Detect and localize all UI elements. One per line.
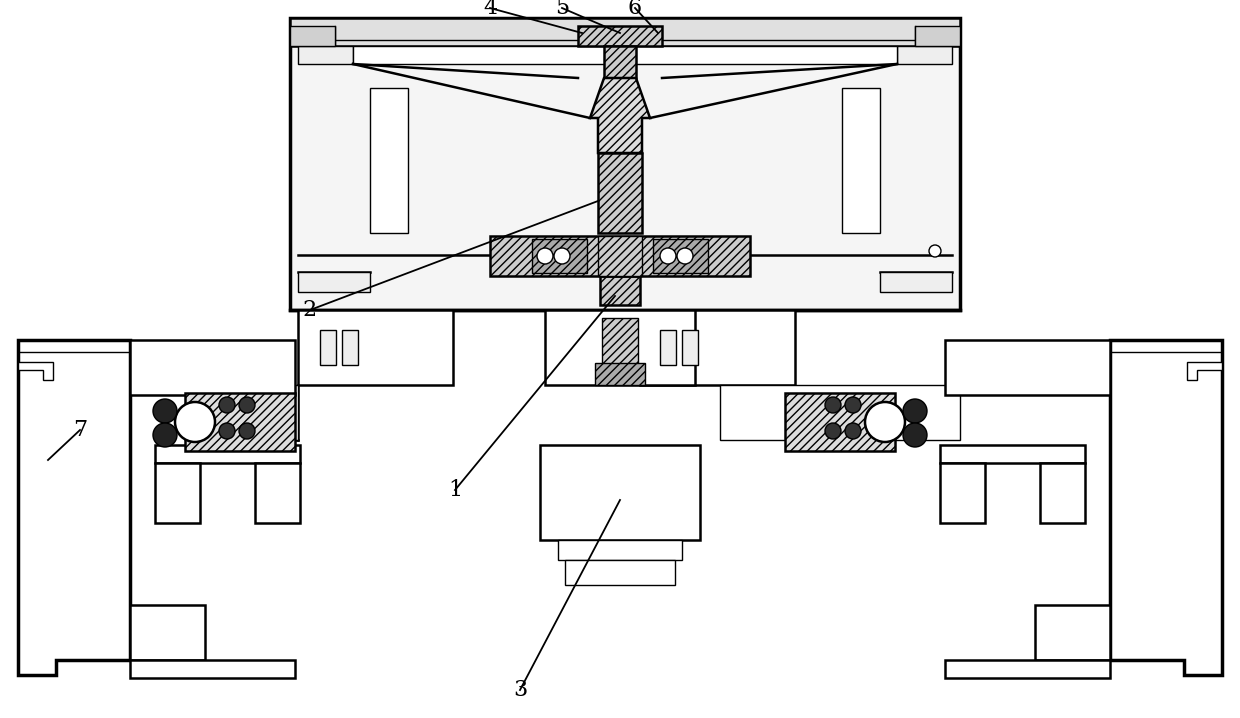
Bar [255, 463, 300, 523]
Bar [660, 330, 676, 365]
Bar [290, 385, 298, 440]
Bar [290, 26, 335, 46]
Circle shape [825, 397, 841, 413]
Bar [490, 236, 750, 276]
Bar [1040, 463, 1085, 523]
Text: 2: 2 [303, 299, 317, 321]
Bar [945, 340, 1110, 395]
Polygon shape [19, 340, 130, 675]
Bar [185, 393, 295, 451]
Bar [720, 385, 960, 440]
Bar [565, 560, 675, 585]
Bar [130, 660, 295, 678]
Circle shape [153, 399, 177, 423]
Circle shape [903, 399, 928, 423]
Bar [598, 236, 642, 276]
Text: 6: 6 [627, 0, 642, 19]
Circle shape [175, 402, 215, 442]
Bar [370, 88, 408, 233]
Bar [298, 310, 453, 385]
Text: 3: 3 [513, 679, 527, 701]
Bar [298, 46, 353, 64]
Bar [532, 239, 587, 273]
Circle shape [903, 423, 928, 447]
Bar [653, 239, 708, 273]
Bar [155, 463, 200, 523]
Polygon shape [590, 78, 650, 153]
Bar [682, 330, 698, 365]
Text: 4: 4 [482, 0, 497, 19]
Circle shape [844, 397, 861, 413]
Circle shape [219, 397, 236, 413]
Bar [785, 393, 895, 451]
Bar [320, 330, 336, 365]
Circle shape [825, 423, 841, 439]
Circle shape [153, 423, 177, 447]
Bar [598, 153, 642, 233]
Bar [640, 310, 795, 385]
Bar [290, 18, 960, 46]
Text: 1: 1 [448, 479, 463, 501]
Bar [595, 363, 645, 385]
Circle shape [219, 423, 236, 439]
Bar [940, 445, 1085, 463]
Bar [298, 272, 370, 292]
Bar [880, 272, 952, 292]
Bar [897, 46, 952, 64]
Bar [600, 276, 640, 305]
Circle shape [844, 423, 861, 439]
Bar [342, 330, 358, 365]
Polygon shape [1110, 340, 1221, 675]
Circle shape [554, 248, 570, 264]
Bar [915, 26, 960, 46]
Circle shape [239, 423, 255, 439]
Bar [578, 26, 662, 46]
Bar [130, 340, 295, 395]
Bar [601, 318, 639, 375]
Circle shape [677, 248, 693, 264]
Bar [604, 46, 636, 78]
Circle shape [239, 397, 255, 413]
Circle shape [866, 402, 905, 442]
Text: 5: 5 [556, 0, 569, 19]
Bar [546, 310, 694, 385]
Text: 7: 7 [73, 419, 87, 441]
Bar [558, 540, 682, 560]
Polygon shape [353, 46, 897, 64]
Bar [945, 660, 1110, 678]
Bar [290, 18, 960, 310]
Polygon shape [19, 362, 53, 380]
Circle shape [660, 248, 676, 264]
Bar [539, 445, 701, 540]
Bar [130, 605, 205, 660]
Bar [940, 463, 985, 523]
Polygon shape [1187, 362, 1221, 380]
Bar [155, 445, 300, 463]
Bar [842, 88, 880, 233]
Circle shape [537, 248, 553, 264]
Circle shape [929, 245, 941, 257]
Bar [1035, 605, 1110, 660]
